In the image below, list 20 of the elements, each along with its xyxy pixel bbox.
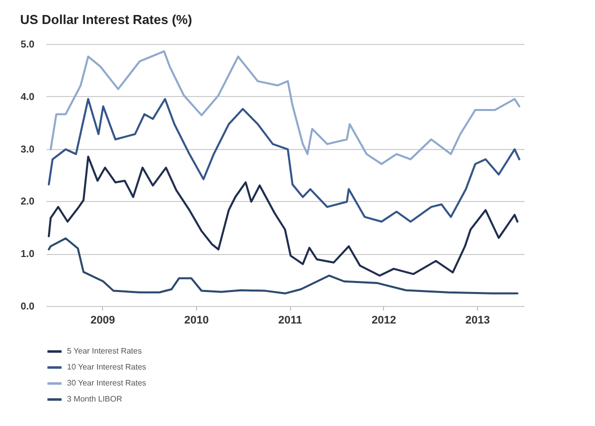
y-tick-label: 5.0 (20, 40, 35, 50)
legend-label: 30 Year Interest Rates (67, 378, 146, 388)
line-series (50, 50, 520, 165)
y-tick-label: 1.0 (20, 249, 35, 260)
x-tick-label: 2011 (278, 314, 302, 326)
line-series (48, 156, 518, 277)
x-tick-label: 2009 (90, 314, 115, 326)
line-series (48, 237, 518, 294)
x-tick-label: 2012 (372, 314, 396, 326)
legend-label: 10 Year Interest Rates (67, 362, 146, 372)
x-tick-label: 2010 (184, 314, 209, 326)
y-tick-label: 4.0 (20, 92, 35, 103)
y-tick-label: 0.0 (20, 302, 35, 312)
x-tick-label: 2013 (465, 314, 490, 326)
legend-label: 3 Month LIBOR (67, 394, 122, 404)
legend-label: 5 Year Interest Rates (67, 346, 142, 356)
y-tick-label: 2.0 (20, 196, 35, 208)
line-series (48, 98, 520, 223)
y-tick-label: 3.0 (20, 144, 35, 156)
chart-title: US Dollar Interest Rates (%) (20, 12, 192, 27)
